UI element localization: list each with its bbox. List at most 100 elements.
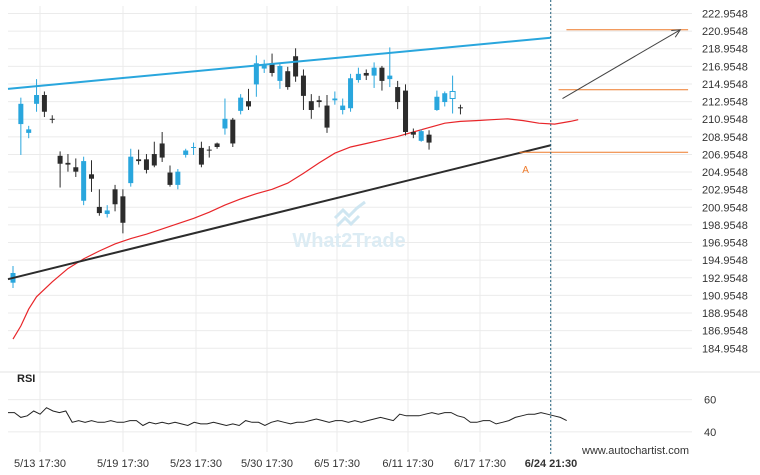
- candle-body: [143, 159, 149, 170]
- candle-body: [65, 162, 71, 165]
- candle: [136, 149, 142, 165]
- price-tick-label: 216.9548: [702, 61, 748, 73]
- candle-body: [89, 174, 94, 179]
- candle: [395, 80, 401, 110]
- candle-body: [73, 167, 79, 172]
- candle-body: [49, 118, 55, 120]
- candle: [457, 104, 463, 115]
- candle: [277, 63, 283, 89]
- price-tick-label: 204.9548: [702, 167, 748, 179]
- candle-body: [308, 101, 314, 110]
- candle: [387, 47, 393, 88]
- candle: [293, 48, 299, 82]
- candle: [26, 125, 32, 139]
- candle: [426, 130, 432, 150]
- price-tick-label: 188.9548: [702, 308, 748, 320]
- candle-body: [57, 155, 63, 164]
- candle-body: [222, 118, 228, 129]
- candle-body: [300, 75, 306, 96]
- candle-body: [332, 98, 338, 101]
- candle: [214, 142, 220, 149]
- candle-body: [348, 78, 354, 109]
- candle-body: [355, 73, 361, 81]
- price-tick-label: 198.9548: [702, 220, 748, 232]
- candle-body: [96, 206, 102, 214]
- rsi-line: [8, 407, 567, 427]
- candle-body: [214, 143, 220, 147]
- candle: [316, 95, 322, 108]
- candle-body: [293, 56, 299, 77]
- price-tick-label: 218.9548: [702, 44, 748, 56]
- candle: [300, 69, 306, 110]
- price-tick-label: 206.9548: [702, 149, 748, 161]
- candle: [175, 169, 181, 190]
- candle: [96, 189, 102, 216]
- price-tick-label: 222.9548: [702, 8, 748, 20]
- candle-body: [206, 149, 212, 151]
- candle: [363, 69, 369, 81]
- price-axis: 222.9548 220.9548 218.9548 216.9548 214.9548…: [702, 8, 748, 355]
- candle: [238, 94, 244, 115]
- time-tick-label: 5/13 17:30: [14, 458, 66, 470]
- candle-body: [26, 129, 32, 133]
- candle: [449, 75, 456, 114]
- candle-body: [183, 150, 189, 155]
- candle-body: [316, 100, 322, 103]
- time-tick-label: 6/11 17:30: [382, 458, 433, 470]
- candle: [89, 160, 94, 192]
- candle: [371, 62, 377, 88]
- candle: [222, 98, 228, 135]
- price-tick-label: 220.9548: [702, 26, 748, 38]
- rsi-panel: RSI 60 40: [8, 373, 716, 439]
- candle-body: [277, 65, 283, 81]
- price-tick-label: 184.9548: [702, 343, 748, 355]
- candle-body: [159, 143, 165, 158]
- candle-body: [379, 67, 385, 81]
- candle-body: [261, 64, 267, 69]
- candle: [112, 184, 118, 212]
- candle-body: [253, 63, 259, 85]
- rsi-title: RSI: [17, 373, 35, 385]
- forecast-arrow-head: [671, 29, 682, 38]
- candle-body: [246, 101, 251, 107]
- resistance-trend-line: [7, 36, 551, 90]
- candle: [403, 84, 408, 136]
- trend-lines: [7, 36, 551, 281]
- candle: [308, 94, 314, 119]
- candle: [285, 66, 291, 90]
- moving-average-series: [12, 118, 579, 340]
- time-tick-label: 5/23 17:30: [170, 458, 222, 470]
- watermark-text: What2Trade: [292, 230, 405, 252]
- candle: [355, 67, 361, 83]
- candle: [269, 53, 275, 77]
- candle-body: [434, 96, 440, 110]
- price-tick-label: 214.9548: [702, 79, 748, 91]
- time-tick-label: 5/19 17:30: [97, 458, 149, 470]
- price-tick-label: 192.9548: [702, 273, 748, 285]
- watermark-logo-icon: [333, 200, 366, 228]
- candle-body: [324, 105, 330, 128]
- pattern-point-marker: A: [522, 165, 529, 176]
- time-tick-label: 5/30 17:30: [241, 458, 293, 470]
- price-tick-label: 194.9548: [702, 255, 748, 267]
- candle-body: [175, 171, 181, 185]
- price-tick-label: 208.9548: [702, 132, 748, 144]
- candle: [191, 142, 197, 155]
- candle: [340, 98, 346, 115]
- candle: [253, 55, 259, 97]
- candle: [198, 141, 204, 168]
- price-tick-label: 202.9548: [702, 185, 748, 197]
- forecast-arrow-line: [562, 29, 681, 99]
- candle-body: [18, 103, 24, 125]
- candle: [379, 65, 385, 91]
- candle-body: [198, 147, 204, 165]
- candle-body: [230, 119, 236, 144]
- time-tick-label: 6/24 21:30: [525, 458, 578, 470]
- candle: [81, 156, 87, 206]
- candle-body: [136, 159, 142, 162]
- candle-body: [269, 63, 275, 73]
- candle-body: [426, 134, 432, 143]
- candle: [73, 158, 79, 177]
- candle: [261, 59, 267, 73]
